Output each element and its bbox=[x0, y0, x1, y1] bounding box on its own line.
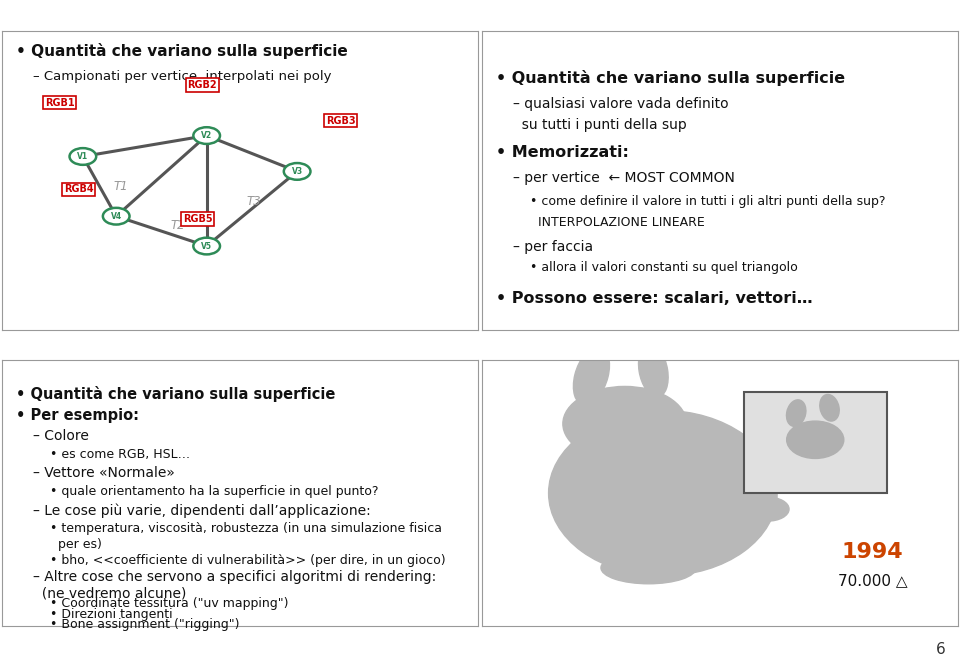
Text: INTERPOLAZIONE LINEARE: INTERPOLAZIONE LINEARE bbox=[530, 216, 705, 229]
Text: 70.000 △: 70.000 △ bbox=[837, 574, 907, 589]
Text: Mesh: attributi: Mesh: attributi bbox=[489, 10, 613, 25]
Text: • Direzioni tangenti: • Direzioni tangenti bbox=[50, 608, 172, 621]
Text: • Coordinate tessitura ("uv mapping"): • Coordinate tessitura ("uv mapping") bbox=[50, 597, 288, 610]
Text: Mesh: attributi: Mesh: attributi bbox=[9, 10, 133, 25]
Text: • allora il valori constanti su quel triangolo: • allora il valori constanti su quel tri… bbox=[530, 261, 798, 274]
Text: T2: T2 bbox=[171, 218, 185, 232]
Text: 6: 6 bbox=[936, 642, 946, 657]
Circle shape bbox=[193, 127, 220, 144]
Text: RGB3: RGB3 bbox=[325, 116, 355, 126]
Text: RGB4: RGB4 bbox=[63, 184, 93, 194]
Ellipse shape bbox=[548, 411, 778, 576]
Text: V2: V2 bbox=[201, 131, 212, 140]
Text: • Bone assignment ("rigging"): • Bone assignment ("rigging") bbox=[50, 618, 239, 631]
Text: RGB2: RGB2 bbox=[187, 80, 217, 90]
Ellipse shape bbox=[638, 344, 668, 397]
Text: per es): per es) bbox=[50, 539, 102, 551]
Bar bbox=[744, 392, 887, 493]
Text: RGB5: RGB5 bbox=[182, 214, 212, 224]
Text: T1: T1 bbox=[113, 180, 129, 193]
Text: • temperatura, viscosità, robustezza (in una simulazione fisica: • temperatura, viscosità, robustezza (in… bbox=[50, 523, 442, 535]
Text: – qualsiasi valore vada definito: – qualsiasi valore vada definito bbox=[513, 96, 729, 111]
Text: V3: V3 bbox=[292, 167, 302, 176]
Text: 1994: 1994 bbox=[842, 542, 903, 561]
Text: Meshes: complessità crescente: Meshes: complessità crescente bbox=[489, 340, 748, 355]
Text: – Le cose più varie, dipendenti dall’applicazione:: – Le cose più varie, dipendenti dall’app… bbox=[33, 504, 371, 519]
Text: V1: V1 bbox=[78, 152, 88, 161]
Ellipse shape bbox=[786, 400, 805, 426]
Circle shape bbox=[103, 208, 130, 224]
Text: RGB1: RGB1 bbox=[45, 98, 74, 108]
Text: Mesh: attributi: Mesh: attributi bbox=[9, 340, 133, 355]
Ellipse shape bbox=[786, 421, 844, 458]
Text: – Campionati per vertice, interpolati nei poly: – Campionati per vertice, interpolati ne… bbox=[33, 70, 331, 83]
Text: • Quantità che variano sulla superficie: • Quantità che variano sulla superficie bbox=[16, 387, 336, 403]
Text: – Colore: – Colore bbox=[33, 429, 88, 443]
Text: • quale orientamento ha la superficie in quel punto?: • quale orientamento ha la superficie in… bbox=[50, 485, 378, 498]
Text: • Quantità che variano sulla superficie: • Quantità che variano sulla superficie bbox=[496, 70, 846, 86]
Text: T3: T3 bbox=[247, 195, 261, 208]
Text: – Altre cose che servono a specifici algoritmi di rendering:: – Altre cose che servono a specifici alg… bbox=[33, 570, 436, 584]
Text: • Quantità che variano sulla superficie: • Quantità che variano sulla superficie bbox=[16, 43, 348, 59]
Circle shape bbox=[193, 238, 220, 255]
Text: • Possono essere: scalari, vettori…: • Possono essere: scalari, vettori… bbox=[496, 291, 813, 306]
Text: su tutti i punti della sup: su tutti i punti della sup bbox=[513, 118, 686, 132]
Ellipse shape bbox=[746, 497, 789, 521]
Text: • es come RGB, HSL…: • es come RGB, HSL… bbox=[50, 448, 190, 461]
Text: – per vertice  ← MOST COMMON: – per vertice ← MOST COMMON bbox=[513, 172, 734, 186]
Ellipse shape bbox=[563, 387, 686, 461]
Text: (ne vedremo alcune): (ne vedremo alcune) bbox=[33, 586, 186, 600]
Text: – Vettore «Normale»: – Vettore «Normale» bbox=[33, 466, 175, 480]
Text: • bho, <<coefficiente di vulnerabilità>> (per dire, in un gioco): • bho, <<coefficiente di vulnerabilità>>… bbox=[50, 555, 445, 567]
Text: V4: V4 bbox=[110, 212, 122, 220]
Ellipse shape bbox=[573, 346, 610, 405]
Text: • come definire il valore in tutti i gli altri punti della sup?: • come definire il valore in tutti i gli… bbox=[530, 195, 885, 208]
Text: – per faccia: – per faccia bbox=[513, 240, 593, 254]
Ellipse shape bbox=[820, 395, 839, 421]
Circle shape bbox=[69, 148, 96, 165]
Text: V5: V5 bbox=[202, 242, 212, 251]
Text: • Per esempio:: • Per esempio: bbox=[16, 408, 139, 423]
Ellipse shape bbox=[601, 552, 696, 584]
Text: • Memorizzati:: • Memorizzati: bbox=[496, 145, 629, 159]
Circle shape bbox=[284, 163, 310, 180]
